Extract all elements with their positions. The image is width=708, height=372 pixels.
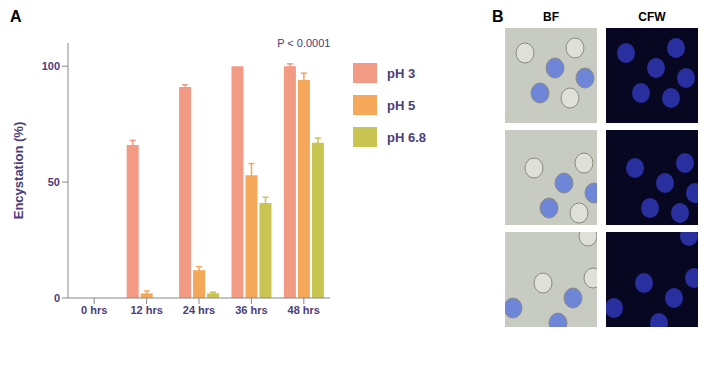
html-text:CFW: CFW	[638, 10, 666, 24]
svg-text:Encystation (%): Encystation (%)	[11, 122, 26, 220]
svg-text:0: 0	[54, 292, 60, 304]
html-text:pH 6.8: pH 6.8	[387, 129, 426, 145]
svg-text:24 hrs: 24 hrs	[183, 304, 215, 316]
html-text:pH 3: pH 3	[387, 65, 416, 81]
svg-text:0 hrs: 0 hrs	[81, 304, 107, 316]
html-text:B: B	[492, 8, 504, 25]
html-text:pH 5: pH 5	[387, 97, 416, 113]
svg-text:P < 0.0001: P < 0.0001	[277, 37, 330, 49]
html-text:A: A	[10, 8, 22, 25]
svg-text:100: 100	[42, 60, 60, 72]
svg-text:12 hrs: 12 hrs	[130, 304, 162, 316]
svg-text:48 hrs: 48 hrs	[288, 304, 320, 316]
html-text:BF: BF	[543, 10, 559, 24]
svg-text:36 hrs: 36 hrs	[235, 304, 267, 316]
svg-text:50: 50	[48, 176, 60, 188]
